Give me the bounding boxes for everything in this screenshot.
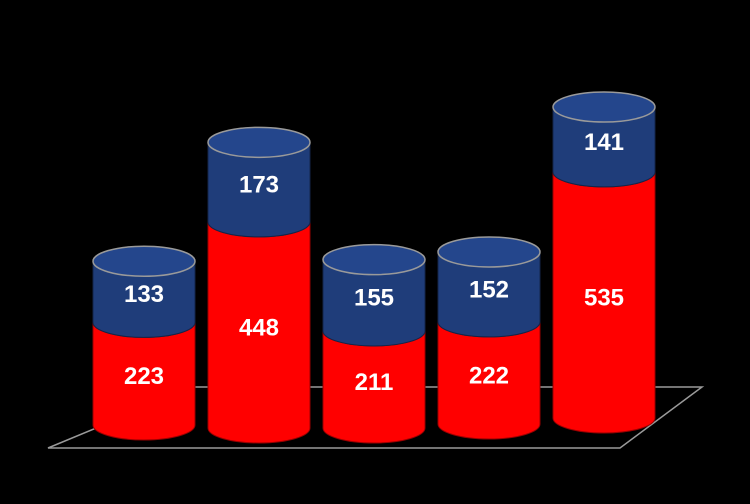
data-label: 223 [124,363,164,390]
data-label: 141 [584,129,624,156]
data-label: 222 [469,362,509,389]
data-label: 152 [469,276,509,303]
data-label: 133 [124,281,164,308]
data-label: 155 [354,285,394,312]
cylinder-top [437,236,541,268]
data-label: 448 [239,314,279,341]
cylinder-top [322,243,426,276]
cylinder-top [92,245,196,277]
data-label: 211 [355,369,394,396]
cylinder-top [552,91,656,123]
data-label: 535 [584,284,624,311]
data-label: 173 [239,171,279,198]
cylinder-top [207,126,311,159]
